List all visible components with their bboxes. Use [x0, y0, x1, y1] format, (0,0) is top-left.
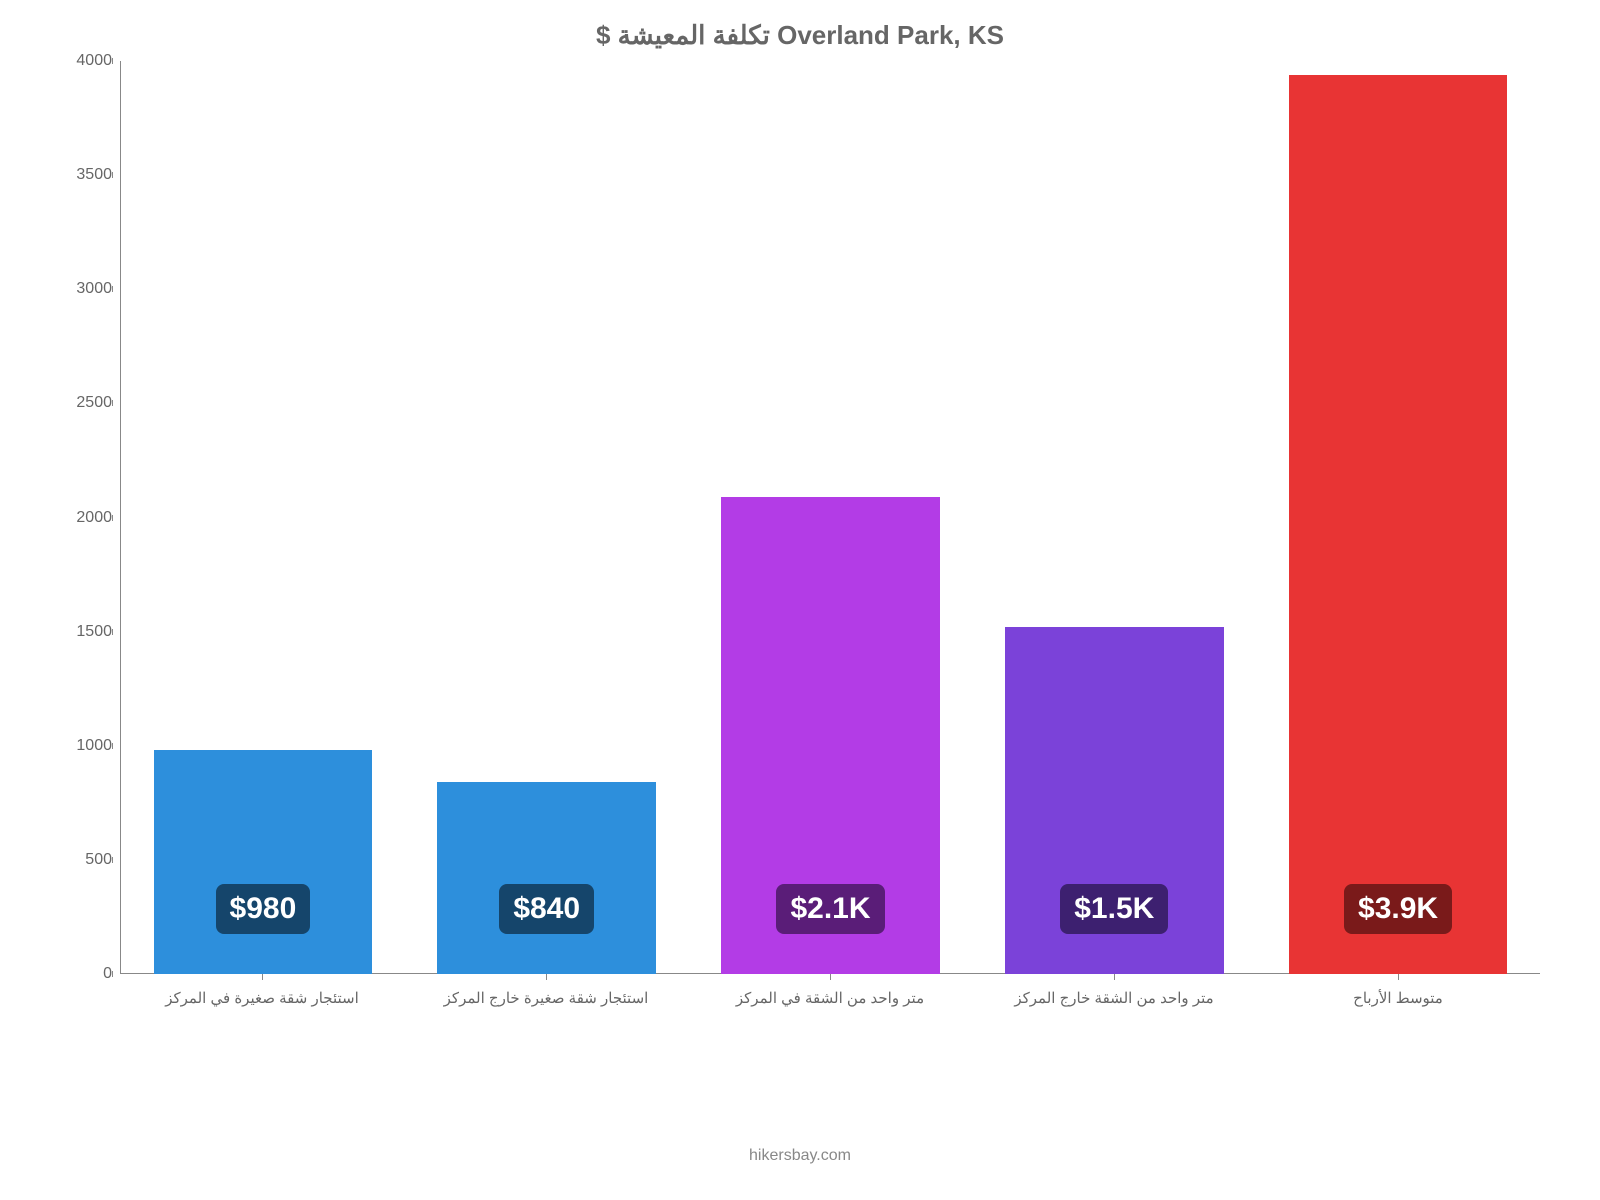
y-tick-mark [112, 400, 113, 406]
x-axis-label: استئجار شقة صغيرة خارج المركز [404, 974, 688, 1024]
bar-slot: $840 [405, 61, 689, 974]
x-axis-label: استئجار شقة صغيرة في المركز [120, 974, 404, 1024]
bar: $980 [154, 750, 373, 974]
x-tick-mark [830, 974, 831, 980]
bar-slot: $1.5K [972, 61, 1256, 974]
x-tick-mark [1398, 974, 1399, 980]
x-tick-mark [262, 974, 263, 980]
x-tick-mark [546, 974, 547, 980]
bar-value-label: $980 [216, 884, 311, 934]
chart-container: Overland Park, KS تكلفة المعيشة $ 0 500 10… [50, 20, 1550, 1090]
bar: $2.1K [721, 497, 940, 974]
y-tick-label: 500 [85, 851, 112, 869]
y-tick-mark [112, 286, 113, 292]
bar: $3.9K [1289, 75, 1508, 974]
y-tick-label: 3500 [76, 166, 112, 184]
bar: $1.5K [1005, 627, 1224, 974]
y-tick-label: 1500 [76, 623, 112, 641]
y-tick-label: 2000 [76, 509, 112, 527]
bar-slot: $3.9K [1256, 61, 1540, 974]
bar-value-label: $3.9K [1344, 884, 1452, 934]
bar-value-label: $2.1K [776, 884, 884, 934]
x-axis-label: متوسط الأرباح [1256, 974, 1540, 1024]
y-tick-label: 2500 [76, 394, 112, 412]
chart-title: Overland Park, KS تكلفة المعيشة $ [50, 20, 1550, 51]
bar-value-label: $840 [499, 884, 594, 934]
x-axis-label: متر واحد من الشقة في المركز [688, 974, 972, 1024]
bar-slot: $2.1K [689, 61, 973, 974]
plot-area: 05001000150020002500300035004000 $980$84… [50, 61, 1550, 1021]
y-tick-label: 3000 [76, 280, 112, 298]
y-tick-mark [112, 857, 113, 863]
footer-attribution: hikersbay.com [0, 1147, 1600, 1165]
y-tick-mark [112, 58, 113, 64]
y-tick-label: 4000 [76, 52, 112, 70]
y-axis: 05001000150020002500300035004000 [50, 61, 120, 974]
y-tick-label: 0 [103, 965, 112, 983]
y-tick-label: 1000 [76, 737, 112, 755]
x-axis-label: متر واحد من الشقة خارج المركز [972, 974, 1256, 1024]
bar: $840 [437, 782, 656, 974]
bar-slot: $980 [121, 61, 405, 974]
y-tick-mark [112, 629, 113, 635]
x-axis: استئجار شقة صغيرة في المركزاستئجار شقة ص… [120, 974, 1540, 1024]
y-tick-mark [112, 515, 113, 521]
y-tick-mark [112, 743, 113, 749]
x-tick-mark [1114, 974, 1115, 980]
y-tick-mark [112, 172, 113, 178]
chart-inner: $980 $840 $2.1K $1.5K $3.9K [120, 61, 1540, 974]
bars-row: $980 $840 $2.1K $1.5K $3.9K [121, 61, 1540, 974]
bar-value-label: $1.5K [1060, 884, 1168, 934]
y-tick-mark [112, 971, 113, 977]
